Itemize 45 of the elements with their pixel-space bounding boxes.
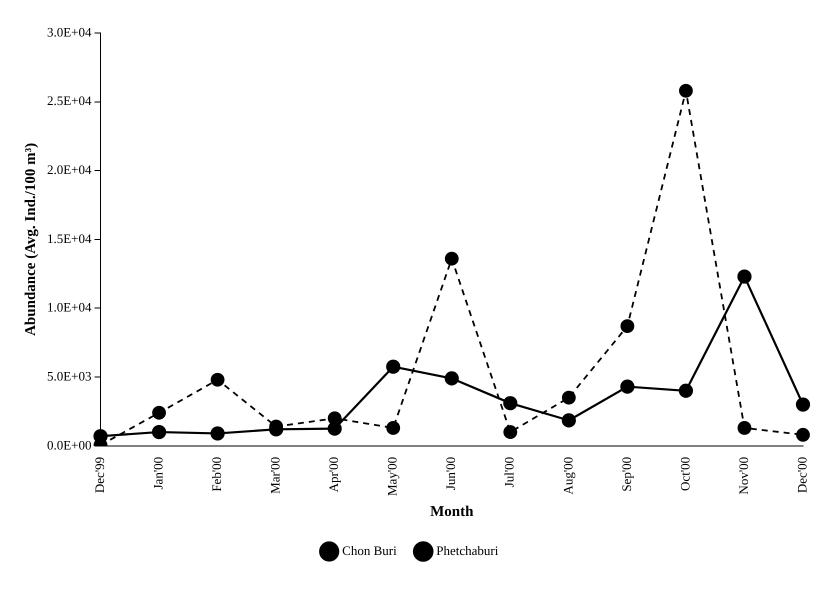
y-tick-label: 2.5E+04: [46, 93, 92, 108]
x-tick-label: Feb'00: [209, 456, 224, 492]
point: [152, 424, 166, 440]
point: [210, 372, 224, 387]
point: [620, 319, 634, 334]
point: [444, 371, 459, 386]
point: [796, 397, 810, 412]
point: [386, 421, 400, 435]
point: [679, 84, 693, 98]
y-tick-label: 5.0E+03: [46, 368, 92, 384]
x-tick-label: Dec'99: [92, 456, 107, 494]
y-tick-label: 1.5E+04: [46, 230, 92, 246]
x-tick-label: Mar'00: [268, 456, 283, 494]
point: [562, 390, 576, 405]
x-tick-label: Jul'00: [502, 456, 517, 488]
x-tick-label: Aug'00: [560, 456, 576, 495]
point: [738, 421, 752, 435]
y-tick-label: 3.0E+04: [46, 24, 92, 40]
point: [620, 380, 634, 394]
x-tick-label: Sep'00: [618, 456, 634, 492]
x-axis-title: Month: [430, 504, 474, 520]
point: [152, 406, 166, 420]
point: [444, 252, 459, 266]
y-tick-label: 0.0E+00: [46, 437, 92, 452]
legend-label: Phetchaburi: [436, 542, 499, 558]
point: [796, 428, 810, 442]
point: [386, 360, 400, 374]
x-tick-label: Dec'00: [794, 456, 810, 494]
x-tick-label: Oct'00: [677, 456, 692, 491]
y-tick-label: 1.0E+04: [46, 300, 92, 315]
point: [562, 413, 576, 428]
x-tick-label: May'00: [384, 456, 400, 496]
x-tick-label: Jan'00: [150, 456, 166, 490]
point: [503, 425, 518, 439]
point: [210, 426, 225, 441]
point: [678, 384, 694, 398]
x-tick-label: Apr'00: [326, 456, 342, 492]
x-tick-label: Jun'00: [443, 456, 458, 490]
x-tick-label: Nov'00: [736, 456, 751, 495]
point: [328, 411, 342, 426]
y-tick-label: 2.0E+04: [46, 162, 92, 178]
point: [737, 269, 752, 284]
y-axis-title: Abundance (Avg. Ind./100 m³): [22, 142, 39, 336]
point: [503, 396, 518, 410]
legend-label: Chon Buri: [342, 542, 398, 558]
